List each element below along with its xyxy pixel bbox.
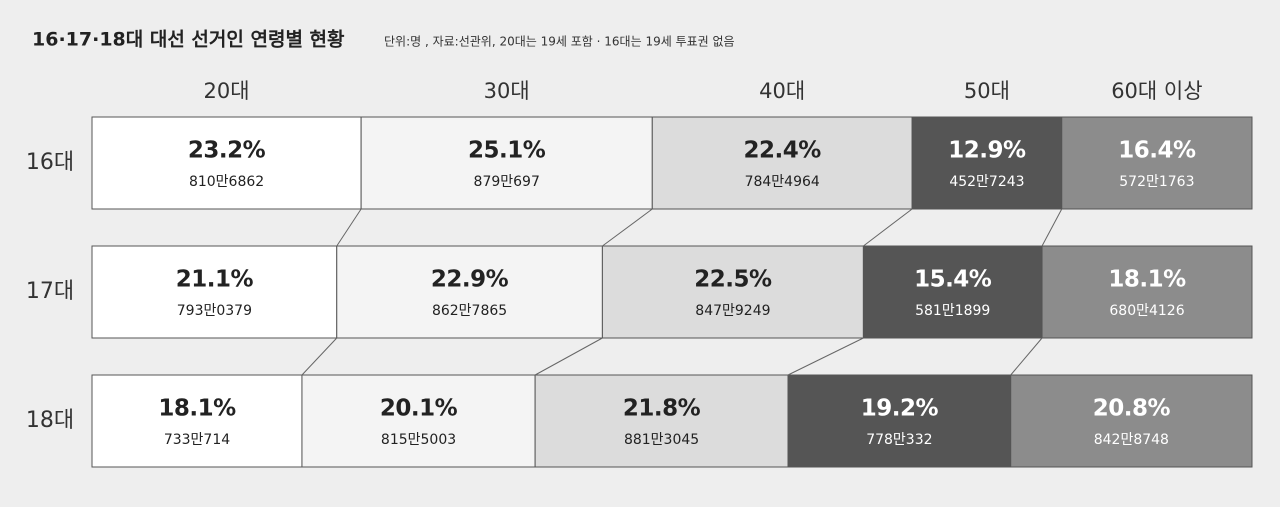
- legend-label: 40대: [759, 79, 805, 103]
- value-label: 22.9%: [431, 267, 509, 293]
- count-label: 842만8748: [1094, 432, 1169, 448]
- bar: [601, 245, 864, 339]
- row-label: 17대: [26, 279, 74, 304]
- value-label: 20.1%: [380, 396, 458, 422]
- bar: [534, 374, 789, 468]
- chart-title: 16·17·18대 대선 선거인 연령별 현황: [32, 28, 345, 51]
- bar: [301, 374, 536, 468]
- bar: [91, 116, 362, 210]
- chart-subtitle: 단위:명 , 자료:선관위, 20대는 19세 포함 · 16대는 19세 투표…: [384, 35, 735, 49]
- count-label: 881만3045: [624, 432, 699, 448]
- bar: [862, 245, 1043, 339]
- count-label: 793만0379: [177, 303, 252, 319]
- bar: [1010, 374, 1253, 468]
- count-label: 847만9249: [695, 303, 770, 319]
- legend-label: 60대 이상: [1111, 79, 1202, 103]
- connector: [336, 208, 362, 247]
- bar: [911, 116, 1063, 210]
- connector: [1041, 208, 1063, 247]
- value-label: 22.5%: [694, 267, 772, 293]
- bar: [1041, 245, 1253, 339]
- connector: [534, 337, 603, 376]
- value-label: 18.1%: [1108, 267, 1186, 293]
- count-label: 784만4964: [745, 174, 820, 190]
- count-label: 581만1899: [915, 303, 990, 319]
- value-label: 12.9%: [948, 138, 1026, 164]
- count-label: 862만7865: [432, 303, 507, 319]
- row-label: 16대: [26, 150, 74, 175]
- value-label: 15.4%: [914, 267, 992, 293]
- count-label: 879만697: [474, 174, 540, 190]
- value-label: 22.4%: [744, 138, 822, 164]
- connector: [602, 208, 653, 247]
- connector: [1010, 337, 1043, 376]
- count-label: 572만1763: [1119, 174, 1194, 190]
- count-label: 733만714: [164, 432, 230, 448]
- value-label: 18.1%: [158, 396, 236, 422]
- bar: [787, 374, 1012, 468]
- count-label: 680만4126: [1109, 303, 1184, 319]
- connector: [863, 208, 913, 247]
- count-label: 810만6862: [189, 174, 264, 190]
- value-label: 19.2%: [861, 396, 939, 422]
- bar: [651, 116, 913, 210]
- value-label: 21.1%: [176, 267, 254, 293]
- value-label: 23.2%: [188, 138, 266, 164]
- count-label: 452만7243: [949, 174, 1024, 190]
- connector: [301, 337, 338, 376]
- legend-label: 20대: [204, 79, 250, 103]
- bar: [336, 245, 603, 339]
- count-label: 815만5003: [381, 432, 456, 448]
- count-label: 778만332: [866, 432, 932, 448]
- row-label: 18대: [26, 408, 74, 433]
- bar: [1061, 116, 1253, 210]
- connector: [787, 337, 864, 376]
- value-label: 21.8%: [623, 396, 701, 422]
- bar: [360, 116, 653, 210]
- value-label: 20.8%: [1093, 396, 1171, 422]
- value-label: 16.4%: [1118, 138, 1196, 164]
- legend-label: 50대: [964, 79, 1010, 103]
- value-label: 25.1%: [468, 138, 546, 164]
- bar: [91, 245, 338, 339]
- legend-label: 30대: [484, 79, 530, 103]
